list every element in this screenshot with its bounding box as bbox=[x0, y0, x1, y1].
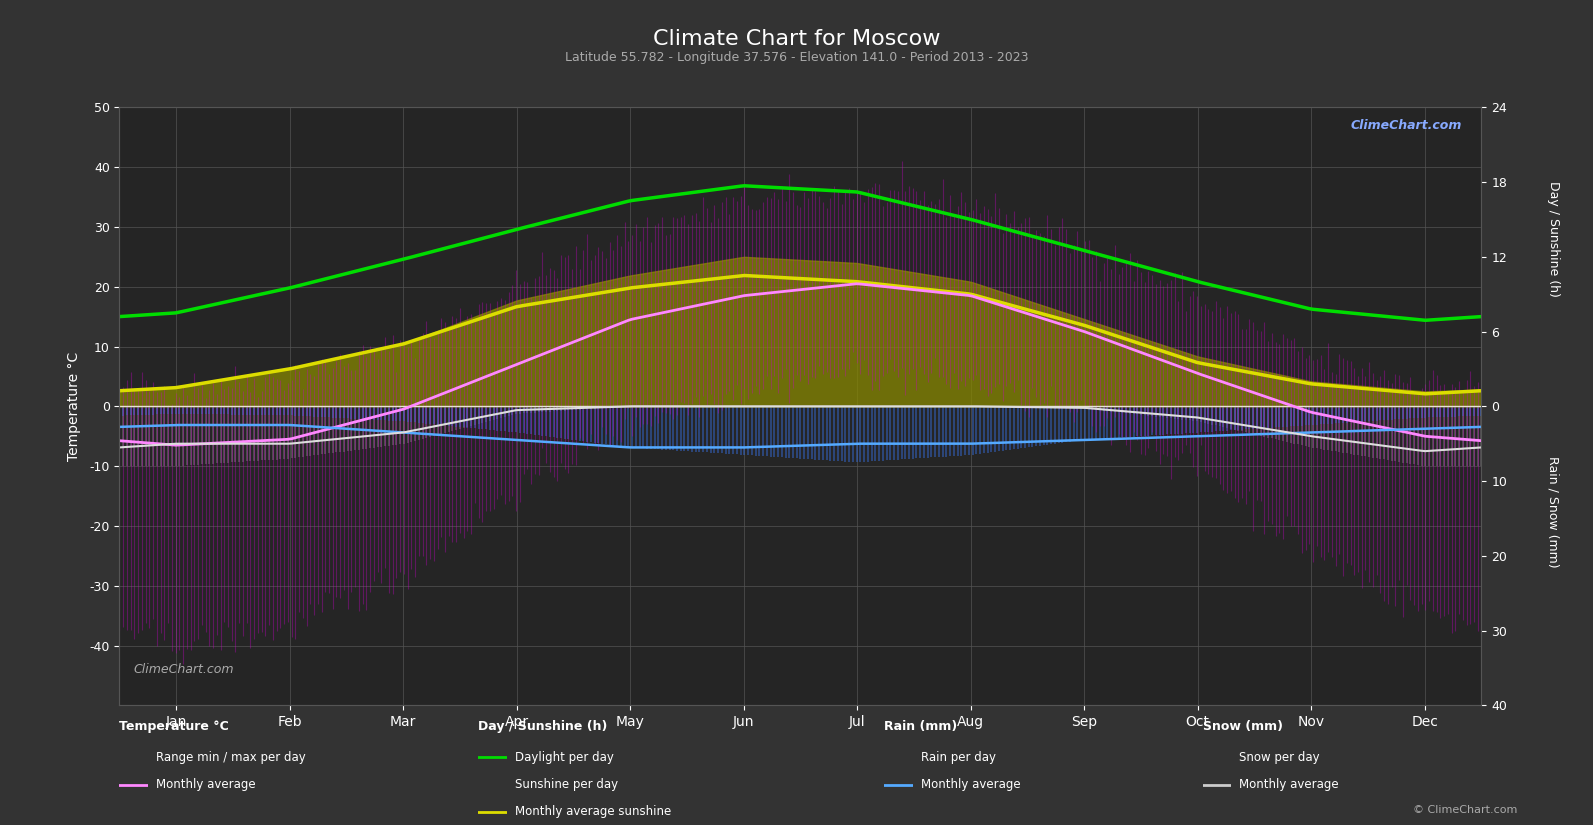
Text: ClimeChart.com: ClimeChart.com bbox=[1351, 120, 1462, 133]
Text: Monthly average: Monthly average bbox=[1239, 778, 1340, 791]
Text: Daylight per day: Daylight per day bbox=[515, 751, 613, 764]
Text: Monthly average: Monthly average bbox=[921, 778, 1021, 791]
Text: Sunshine per day: Sunshine per day bbox=[515, 778, 618, 791]
Text: ClimeChart.com: ClimeChart.com bbox=[134, 663, 234, 676]
Text: Rain per day: Rain per day bbox=[921, 751, 996, 764]
Text: Snow per day: Snow per day bbox=[1239, 751, 1321, 764]
Text: © ClimeChart.com: © ClimeChart.com bbox=[1413, 804, 1518, 814]
Text: Rain / Snow (mm): Rain / Snow (mm) bbox=[1547, 455, 1560, 568]
Text: Monthly average sunshine: Monthly average sunshine bbox=[515, 805, 671, 818]
Text: Range min / max per day: Range min / max per day bbox=[156, 751, 306, 764]
Y-axis label: Temperature °C: Temperature °C bbox=[67, 351, 81, 461]
Text: Snow (mm): Snow (mm) bbox=[1203, 720, 1282, 733]
Text: Day / Sunshine (h): Day / Sunshine (h) bbox=[1547, 182, 1560, 297]
Text: Temperature °C: Temperature °C bbox=[119, 720, 229, 733]
Text: Monthly average: Monthly average bbox=[156, 778, 256, 791]
Text: Climate Chart for Moscow: Climate Chart for Moscow bbox=[653, 29, 940, 49]
Text: Day / Sunshine (h): Day / Sunshine (h) bbox=[478, 720, 607, 733]
Text: Rain (mm): Rain (mm) bbox=[884, 720, 957, 733]
Text: Latitude 55.782 - Longitude 37.576 - Elevation 141.0 - Period 2013 - 2023: Latitude 55.782 - Longitude 37.576 - Ele… bbox=[566, 51, 1027, 64]
